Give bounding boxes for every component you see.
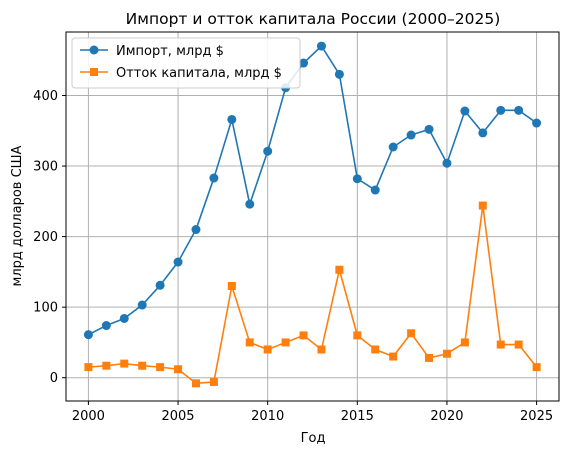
- data-point: [155, 280, 165, 290]
- data-point: [263, 345, 272, 354]
- data-point: [191, 379, 200, 388]
- legend-box: [71, 37, 301, 89]
- data-point: [245, 338, 254, 347]
- data-point: [84, 363, 93, 372]
- ticks: 2000 2005 2010 2015 2020 2025 0 100 200 300 400: [33, 89, 553, 424]
- data-point: [299, 58, 309, 68]
- data-point: [334, 69, 344, 79]
- data-point: [496, 340, 505, 349]
- data-point: [514, 340, 523, 349]
- data-point: [388, 142, 398, 152]
- legend-marker-import: [89, 45, 99, 55]
- data-point: [316, 41, 326, 51]
- y-tick-label: 200: [33, 230, 58, 245]
- data-point: [532, 363, 541, 372]
- data-point: [101, 321, 111, 331]
- data-point: [209, 173, 219, 183]
- data-point: [514, 105, 524, 115]
- data-point: [156, 363, 165, 372]
- x-tick-label: 2010: [251, 409, 284, 424]
- y-axis-title: млрд долларов США: [10, 145, 25, 286]
- data-point: [406, 130, 416, 140]
- legend-marker-capital-outflow: [90, 68, 98, 76]
- data-point: [389, 352, 398, 361]
- data-point: [407, 329, 416, 338]
- data-point: [496, 105, 506, 115]
- data-point: [173, 257, 183, 267]
- data-point: [137, 300, 147, 310]
- data-point: [370, 185, 380, 195]
- plot-frame: [65, 31, 560, 402]
- data-point: [460, 106, 470, 116]
- data-point: [83, 330, 93, 340]
- data-point: [263, 146, 273, 156]
- data-point: [442, 349, 451, 358]
- data-point: [442, 158, 452, 168]
- y-tick-label: 300: [33, 160, 58, 175]
- x-tick-label: 2000: [72, 409, 105, 424]
- series-layer: [83, 41, 542, 388]
- data-point: [227, 114, 237, 124]
- series-line-1: [88, 204, 538, 385]
- legend-label-capital-outflow: Отток капитала, млрд $: [116, 66, 282, 81]
- data-point: [478, 201, 487, 210]
- x-tick-label: 2025: [520, 409, 553, 424]
- x-tick-label: 2015: [341, 409, 374, 424]
- data-point: [425, 353, 434, 362]
- data-point: [353, 331, 362, 340]
- data-point: [532, 118, 542, 128]
- data-point: [478, 128, 488, 138]
- data-point: [120, 359, 129, 368]
- y-tick-label: 0: [50, 371, 58, 386]
- data-point: [424, 124, 434, 134]
- data-point: [335, 265, 344, 274]
- data-point: [317, 345, 326, 354]
- data-point: [352, 174, 362, 184]
- series-line-0: [88, 45, 538, 336]
- data-point: [371, 345, 380, 354]
- data-point: [245, 199, 255, 209]
- legend: Импорт, млрд $ Отток капитала, млрд $: [71, 37, 301, 89]
- data-point: [138, 361, 147, 370]
- x-tick-label: 2005: [161, 409, 194, 424]
- y-tick-label: 100: [33, 301, 58, 316]
- data-point: [191, 225, 201, 235]
- grid: [66, 32, 559, 401]
- x-tick-label: 2020: [430, 409, 463, 424]
- data-point: [119, 313, 129, 323]
- data-point: [227, 281, 236, 290]
- chart-title: Импорт и отток капитала России (2000–202…: [126, 10, 501, 28]
- x-axis-title: Год: [301, 431, 326, 446]
- data-point: [174, 365, 183, 374]
- data-point: [299, 331, 308, 340]
- y-tick-label: 400: [33, 89, 58, 104]
- data-point: [281, 338, 290, 347]
- legend-label-import: Импорт, млрд $: [116, 44, 224, 59]
- data-point: [102, 361, 111, 370]
- data-point: [209, 377, 218, 386]
- data-point: [460, 338, 469, 347]
